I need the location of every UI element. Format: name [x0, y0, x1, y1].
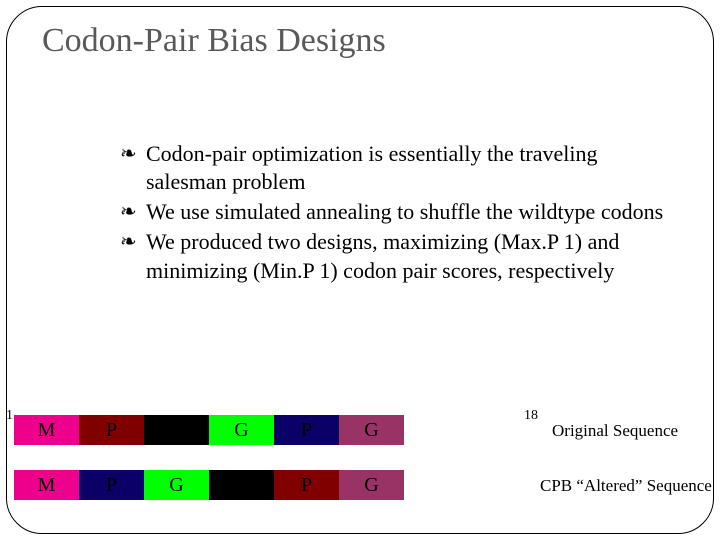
codon-cell: P [79, 470, 144, 500]
bullet-marker-icon: ❧ [120, 142, 137, 168]
codon-cell: G [339, 470, 404, 500]
sequence-row-label-original: Original Sequence [552, 421, 678, 441]
bullet-list: ❧ Codon-pair optimization is essentially… [120, 140, 680, 287]
codon-cell: G [209, 415, 274, 445]
bullet-item: ❧ Codon-pair optimization is essentially… [120, 140, 680, 196]
codon-cell: G [144, 470, 209, 500]
codon-cell [144, 415, 209, 445]
sequence-row-label-altered: CPB “Altered” Sequence [540, 476, 712, 496]
codon-cell: M [14, 470, 79, 500]
codon-cell: P [79, 415, 144, 445]
sequence-row-original: MPGPG [14, 415, 404, 445]
codon-cell: G [339, 415, 404, 445]
bullet-marker-icon: ❧ [120, 200, 137, 226]
bullet-text: We use simulated annealing to shuffle th… [146, 199, 663, 224]
codon-cell: M [14, 415, 79, 445]
codon-cell: P [274, 415, 339, 445]
sequence-row-altered: MPGPG [14, 470, 404, 500]
bullet-item: ❧ We use simulated annealing to shuffle … [120, 198, 680, 226]
codon-cell [209, 470, 274, 500]
bullet-marker-icon: ❧ [120, 230, 137, 256]
seq-start-number: 1 [6, 408, 13, 424]
seq-end-number: 18 [524, 408, 538, 424]
codon-cell: P [274, 470, 339, 500]
bullet-text: We produced two designs, maximizing (Max… [146, 229, 619, 282]
slide: Codon-Pair Bias Designs ❧ Codon-pair opt… [0, 0, 720, 540]
slide-title: Codon-Pair Bias Designs [42, 22, 386, 60]
bullet-item: ❧ We produced two designs, maximizing (M… [120, 228, 680, 284]
bullet-text: Codon-pair optimization is essentially t… [146, 141, 598, 194]
